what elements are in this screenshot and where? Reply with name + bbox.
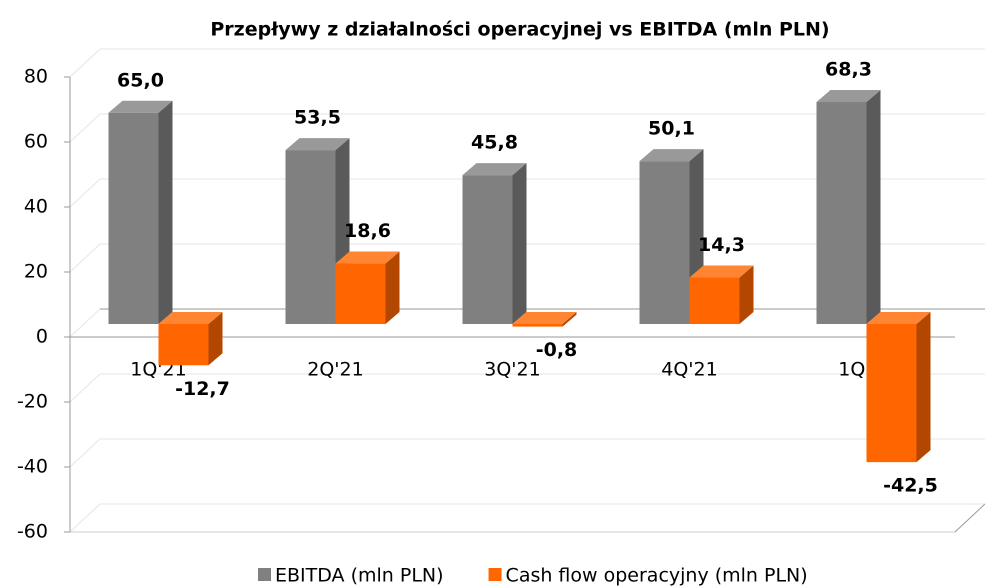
y-tick-label: -40 <box>17 456 48 478</box>
bar-front <box>108 112 159 324</box>
grid-line <box>69 503 101 533</box>
bar <box>816 90 881 325</box>
floor-edge <box>954 503 985 533</box>
bar-top <box>512 312 577 324</box>
y-tick-label: 0 <box>36 326 48 348</box>
bar-front <box>462 175 513 324</box>
y-tick-label: -60 <box>17 521 48 543</box>
legend-label: EBITDA (mln PLN) <box>275 565 444 587</box>
grid-line <box>69 113 101 143</box>
bar-side <box>562 312 577 327</box>
value-label: 50,1 <box>648 118 695 140</box>
value-label: -42,5 <box>883 475 938 497</box>
y-tick-label: 40 <box>24 196 48 218</box>
bar-top <box>285 138 350 151</box>
value-label: 18,6 <box>344 220 391 242</box>
bar-side <box>208 312 223 366</box>
bar <box>285 138 350 324</box>
bar <box>158 312 223 366</box>
bar-front <box>335 263 386 324</box>
bar-front <box>639 161 690 324</box>
bar <box>108 100 173 324</box>
y-tick-label: 80 <box>24 66 48 88</box>
legend-swatch <box>258 568 271 581</box>
bar-top <box>689 265 754 278</box>
bar-top <box>335 251 400 264</box>
bar-front <box>158 324 209 366</box>
value-label: 65,0 <box>117 69 164 91</box>
y-tick-label: -20 <box>17 391 48 413</box>
bar-top <box>462 163 527 176</box>
bar <box>512 312 577 327</box>
bar-front <box>866 324 917 463</box>
bar-side <box>512 163 527 324</box>
value-label: 45,8 <box>471 132 518 154</box>
chart-title: Przepływy z działalności operacyjnej vs … <box>210 19 829 41</box>
grid-line <box>69 373 101 403</box>
bar-side <box>739 265 754 324</box>
grid-line <box>69 48 101 78</box>
bar-side <box>916 312 931 463</box>
value-label: -12,7 <box>175 378 230 400</box>
x-tick-label: 4Q'21 <box>661 359 717 381</box>
grid-line <box>69 243 101 273</box>
bar-side <box>385 251 400 324</box>
bar-front <box>512 324 563 327</box>
grid-line <box>69 438 101 468</box>
x-tick-label: 3Q'21 <box>484 359 540 381</box>
legend-label: Cash flow operacyjny (mln PLN) <box>506 565 808 587</box>
bar <box>335 251 400 324</box>
bar-front <box>689 277 740 324</box>
y-tick-label: 60 <box>24 131 48 153</box>
bar-front <box>285 150 336 324</box>
bar <box>689 265 754 324</box>
y-tick-label: 20 <box>24 261 48 283</box>
bar-top <box>866 312 931 324</box>
bar-top <box>158 312 223 324</box>
bar-top <box>639 149 704 162</box>
bar <box>462 163 527 324</box>
bar-side <box>158 100 173 324</box>
bar-side <box>866 90 881 325</box>
value-label: 68,3 <box>825 59 872 81</box>
bar-top <box>816 90 881 103</box>
grid-line <box>69 308 101 338</box>
bar-front <box>816 102 867 325</box>
legend-swatch <box>488 568 502 581</box>
value-label: -0,8 <box>536 339 578 361</box>
grid-line <box>69 178 101 208</box>
bar-top <box>108 100 173 113</box>
value-label: 53,5 <box>294 107 341 129</box>
x-tick-label: 2Q'21 <box>307 359 363 381</box>
value-label: 14,3 <box>698 234 745 256</box>
bar <box>866 312 931 463</box>
